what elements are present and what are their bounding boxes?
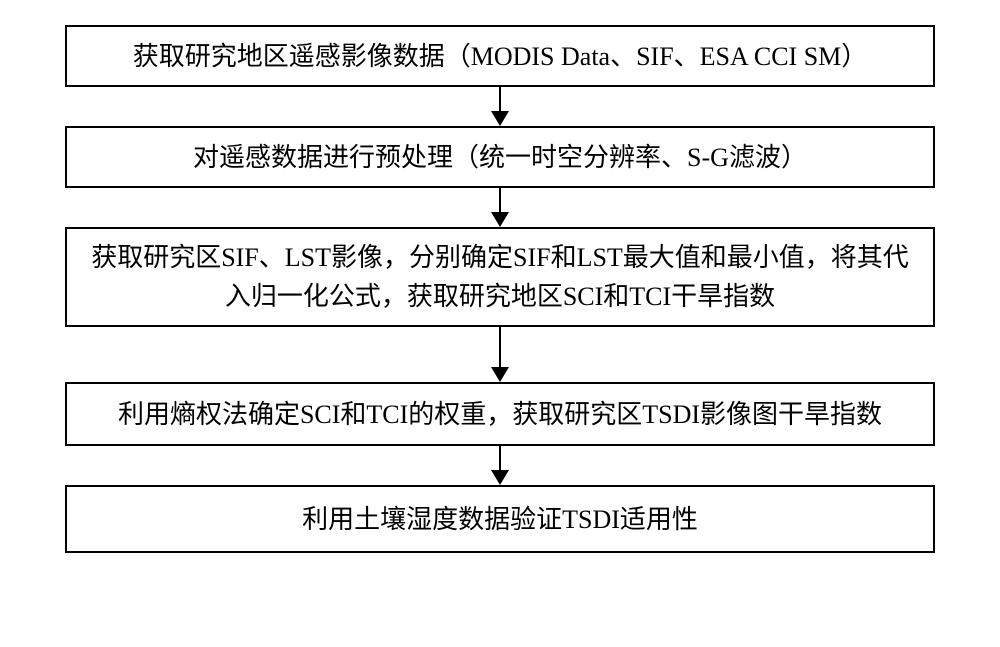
arrow-head-icon xyxy=(491,470,509,485)
arrow-line xyxy=(499,87,502,111)
flowchart-box-1-text: 获取研究地区遥感影像数据（MODIS Data、SIF、ESA CCI SM） xyxy=(133,37,868,76)
flowchart-box-4: 利用熵权法确定SCI和TCI的权重，获取研究区TSDI影像图干旱指数 xyxy=(65,382,935,446)
flowchart-box-5-text: 利用土壤湿度数据验证TSDI适用性 xyxy=(302,500,698,539)
arrow-line xyxy=(499,327,502,367)
arrow-head-icon xyxy=(491,111,509,126)
flowchart-arrow-2 xyxy=(491,188,509,227)
flowchart-arrow-1 xyxy=(491,87,509,126)
flowchart-box-2: 对遥感数据进行预处理（统一时空分辨率、S-G滤波） xyxy=(65,126,935,188)
arrow-head-icon xyxy=(491,367,509,382)
flowchart-arrow-3 xyxy=(491,327,509,382)
arrow-line xyxy=(499,188,502,212)
flowchart-box-5: 利用土壤湿度数据验证TSDI适用性 xyxy=(65,485,935,553)
arrow-head-icon xyxy=(491,212,509,227)
flowchart-box-2-text: 对遥感数据进行预处理（统一时空分辨率、S-G滤波） xyxy=(193,138,807,177)
flowchart-box-4-text: 利用熵权法确定SCI和TCI的权重，获取研究区TSDI影像图干旱指数 xyxy=(118,395,882,434)
flowchart-box-1: 获取研究地区遥感影像数据（MODIS Data、SIF、ESA CCI SM） xyxy=(65,25,935,87)
flowchart-arrow-4 xyxy=(491,446,509,485)
flowchart-box-3: 获取研究区SIF、LST影像，分别确定SIF和LST最大值和最小值，将其代入归一… xyxy=(65,227,935,327)
arrow-line xyxy=(499,446,502,470)
flowchart-box-3-text: 获取研究区SIF、LST影像，分别确定SIF和LST最大值和最小值，将其代入归一… xyxy=(87,238,913,316)
